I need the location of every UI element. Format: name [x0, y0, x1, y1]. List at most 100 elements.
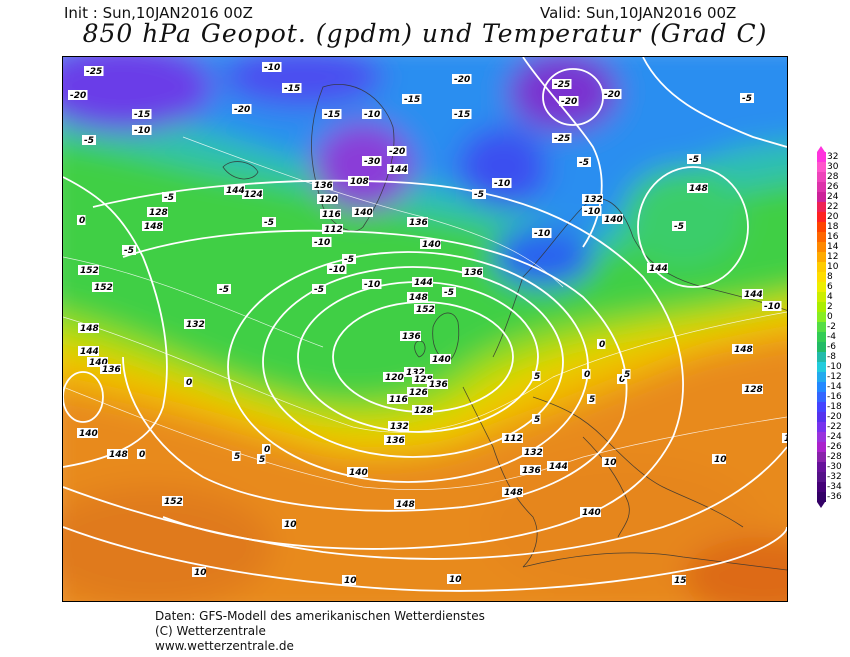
geopotential-label: 148 [107, 449, 128, 460]
svg-text:140: 140 [89, 358, 108, 368]
svg-text:-5: -5 [344, 255, 354, 265]
svg-text:-10: -10 [364, 110, 380, 120]
svg-text:140: 140 [582, 508, 601, 518]
geopotential-label: 132 [582, 194, 603, 205]
svg-text:5: 5 [234, 452, 240, 462]
colorbar-swatch [817, 172, 826, 182]
geopotential-label: 140 [77, 428, 98, 439]
temperature-label: 5 [532, 371, 541, 382]
geopotential-label: 136 [520, 465, 541, 476]
svg-text:15: 15 [784, 434, 788, 444]
geopotential-label: 120 [317, 194, 338, 205]
temperature-label: 5 [232, 451, 241, 462]
colorbar-tick-label: -16 [827, 392, 842, 402]
colorbar-swatch [817, 422, 826, 432]
colorbar-tick-label: -18 [827, 402, 842, 412]
colorbar-tick-label: -8 [827, 352, 836, 362]
svg-text:-5: -5 [444, 288, 454, 298]
svg-text:-5: -5 [742, 94, 752, 104]
colorbar-swatch [817, 222, 826, 232]
geopotential-label: 132 [184, 319, 205, 330]
colorbar-swatch [817, 342, 826, 352]
svg-text:148: 148 [109, 450, 128, 460]
colorbar-swatch [817, 472, 826, 482]
footer-data-source: Daten: GFS-Modell des amerikanischen Wet… [155, 609, 485, 623]
svg-text:132: 132 [186, 320, 205, 330]
svg-text:-5: -5 [579, 158, 589, 168]
colorbar-swatch [817, 202, 826, 212]
svg-text:136: 136 [314, 181, 333, 191]
colorbar-tick-label: 28 [827, 172, 839, 182]
geopotential-label: 144 [224, 185, 245, 196]
svg-text:128: 128 [414, 375, 433, 385]
svg-text:-5: -5 [674, 222, 684, 232]
svg-text:136: 136 [409, 218, 428, 228]
temperature-label: 5 [622, 369, 631, 380]
svg-text:-20: -20 [561, 97, 577, 107]
svg-text:-10: -10 [584, 207, 600, 217]
colorbar-tick-label: -6 [827, 342, 836, 352]
svg-text:5: 5 [589, 395, 595, 405]
temperature-label: -5 [342, 254, 356, 265]
temperature-label: -5 [312, 284, 326, 295]
svg-text:-5: -5 [264, 218, 274, 228]
temperature-label: -25 [552, 79, 572, 90]
temperature-label: 0 [77, 215, 86, 226]
geopotential-label: 152 [92, 282, 113, 293]
geopotential-label: 140 [347, 467, 368, 478]
colorbar-tick-label: 18 [827, 222, 839, 232]
temperature-label: -10 [532, 228, 552, 239]
colorbar-tick-label: 6 [827, 282, 833, 292]
geopotential-label: 148 [394, 499, 415, 510]
temperature-labels: -25 -20 -25 -20 -15 -10 -10 -15 -20 -15 -10 -15 -15 -… [68, 62, 788, 586]
chart-title: 850 hPa Geopot. (gpdm) und Temperatur (G… [82, 19, 768, 48]
colorbar-tick-label: -32 [827, 472, 842, 482]
geopotential-label: 152 [162, 496, 183, 507]
geopotential-label: 148 [407, 292, 428, 303]
svg-text:148: 148 [734, 345, 753, 355]
init-time: Init : Sun,10JAN2016 00Z [64, 4, 253, 22]
colorbar-swatch [817, 162, 826, 172]
svg-text:136: 136 [386, 436, 405, 446]
temperature-label: -5 [122, 245, 136, 256]
svg-text:116: 116 [322, 210, 341, 220]
temperature-label: -20 [452, 74, 472, 85]
colorbar-tick-label: -28 [827, 452, 842, 462]
colorbar-swatch [817, 242, 826, 252]
geopotential-label: 144 [547, 461, 568, 472]
geopotential-label: 144 [412, 277, 433, 288]
temperature-label: 0 [137, 449, 146, 460]
temperature-label: -15 [452, 109, 472, 120]
geopotential-label: 126 [407, 387, 428, 398]
temperature-label: -20 [232, 104, 252, 115]
temperature-label: -5 [262, 217, 276, 228]
colorbar-tick-label: 14 [827, 242, 839, 252]
svg-text:152: 152 [80, 266, 99, 276]
geopotential-label: 108 [348, 176, 369, 187]
colorbar-swatch [817, 272, 826, 282]
colorbar-tick-label: -34 [827, 482, 842, 492]
svg-text:-15: -15 [284, 84, 300, 94]
svg-text:-15: -15 [134, 110, 150, 120]
geopotential-label: 124 [242, 189, 263, 200]
temperature-label: -5 [577, 157, 591, 168]
svg-text:-30: -30 [364, 157, 380, 167]
svg-text:136: 136 [402, 332, 421, 342]
svg-text:140: 140 [432, 355, 451, 365]
colorbar-tick-label: -4 [827, 332, 836, 342]
geopotential-label: 132 [388, 421, 409, 432]
colorbar-swatch [817, 312, 826, 322]
svg-text:-20: -20 [454, 75, 470, 85]
colorbar-tick-label: -20 [827, 412, 842, 422]
geopotential-label: 144 [647, 263, 668, 274]
svg-text:0: 0 [619, 375, 625, 385]
colorbar-swatch [817, 452, 826, 462]
svg-text:-10: -10 [534, 229, 550, 239]
geopotential-label: 152 [78, 265, 99, 276]
temperature-label: -20 [559, 96, 579, 107]
svg-text:128: 128 [744, 385, 763, 395]
svg-text:-5: -5 [314, 285, 324, 295]
geopotential-label: 112 [502, 433, 523, 444]
svg-text:0: 0 [79, 216, 85, 226]
temperature-label: -10 [327, 264, 347, 275]
